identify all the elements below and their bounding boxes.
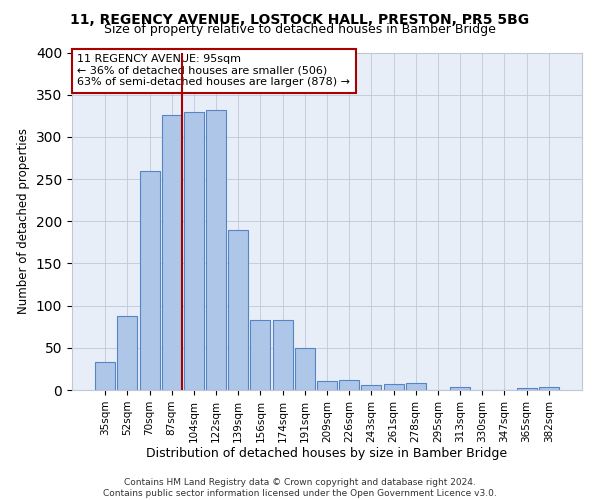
Bar — [228, 230, 248, 390]
X-axis label: Distribution of detached houses by size in Bamber Bridge: Distribution of detached houses by size … — [146, 448, 508, 460]
Bar — [140, 170, 160, 390]
Bar — [517, 388, 536, 390]
Text: 11 REGENCY AVENUE: 95sqm
← 36% of detached houses are smaller (506)
63% of semi-: 11 REGENCY AVENUE: 95sqm ← 36% of detach… — [77, 54, 350, 88]
Bar — [339, 380, 359, 390]
Bar — [539, 386, 559, 390]
Bar — [272, 320, 293, 390]
Bar — [206, 110, 226, 390]
Text: Contains HM Land Registry data © Crown copyright and database right 2024.
Contai: Contains HM Land Registry data © Crown c… — [103, 478, 497, 498]
Bar — [383, 384, 404, 390]
Bar — [184, 112, 204, 390]
Bar — [295, 348, 315, 390]
Text: Size of property relative to detached houses in Bamber Bridge: Size of property relative to detached ho… — [104, 22, 496, 36]
Bar — [162, 115, 182, 390]
Y-axis label: Number of detached properties: Number of detached properties — [17, 128, 31, 314]
Bar — [250, 320, 271, 390]
Bar — [317, 380, 337, 390]
Bar — [361, 385, 382, 390]
Text: 11, REGENCY AVENUE, LOSTOCK HALL, PRESTON, PR5 5BG: 11, REGENCY AVENUE, LOSTOCK HALL, PRESTO… — [70, 12, 530, 26]
Bar — [406, 383, 426, 390]
Bar — [118, 316, 137, 390]
Bar — [95, 362, 115, 390]
Bar — [450, 386, 470, 390]
